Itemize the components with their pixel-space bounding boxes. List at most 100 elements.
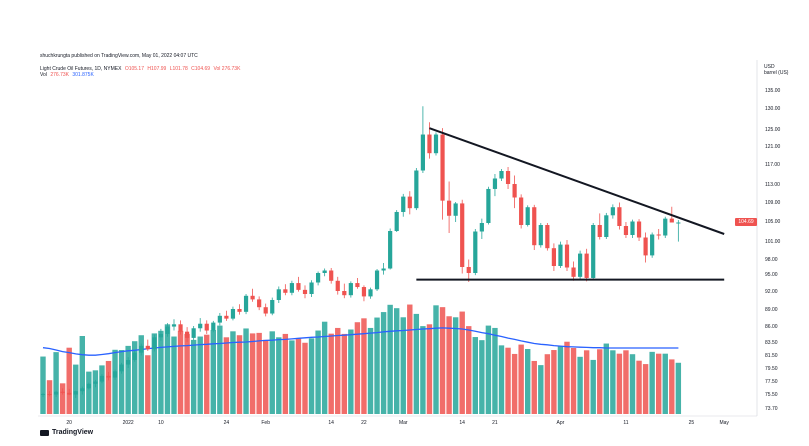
volume-bar	[223, 337, 230, 414]
volume-bar	[184, 333, 190, 414]
volume-bar	[151, 333, 158, 414]
volume-bar	[145, 355, 151, 414]
candle-body	[532, 207, 537, 246]
candle	[440, 128, 445, 220]
price-tick-label: 83.50	[765, 340, 778, 346]
candle	[204, 320, 209, 334]
volume-bar	[73, 364, 79, 414]
last-price-tag: 104.69	[735, 218, 757, 226]
candle	[499, 169, 504, 181]
candle	[433, 132, 439, 156]
candle	[316, 271, 321, 286]
price-tick-label: 121.00	[765, 144, 781, 150]
candle	[571, 261, 576, 281]
volume-bar	[400, 317, 406, 414]
volume-bar	[616, 353, 623, 414]
candle-body	[460, 203, 465, 267]
candle-body	[296, 283, 301, 290]
volume-bar	[92, 370, 99, 414]
volume-bar	[217, 325, 223, 414]
candle	[80, 386, 85, 395]
candle-body	[420, 134, 425, 171]
candle	[591, 223, 596, 281]
candle-body	[414, 170, 419, 209]
candle-body	[558, 244, 563, 266]
volume-bar	[603, 343, 609, 414]
volume-bar	[413, 313, 420, 414]
candle-body	[604, 215, 609, 237]
volume-bar	[210, 330, 216, 414]
volume-bar	[321, 321, 328, 414]
volume-bar	[531, 360, 537, 414]
time-tick-label: 21	[492, 420, 498, 426]
time-tick-label: 14	[459, 420, 465, 426]
volume-bar	[439, 307, 446, 414]
volume-bar	[125, 345, 131, 414]
candle-body	[67, 392, 72, 395]
candle	[597, 213, 602, 240]
ohlc-low: L101.78	[169, 66, 188, 72]
descending-resistance-trendline	[429, 127, 725, 235]
candle-body	[165, 326, 170, 334]
volume-bar	[66, 347, 72, 414]
candle	[532, 204, 537, 250]
candle-body	[302, 289, 308, 294]
candle	[650, 232, 655, 258]
time-tick-label: 10	[158, 420, 164, 426]
price-tick-label: 89.00	[765, 307, 778, 313]
time-tick-label: Apr	[557, 420, 565, 426]
candle	[466, 259, 471, 282]
candle-body	[270, 300, 275, 314]
volume-bar	[590, 359, 596, 414]
candle-body	[152, 337, 157, 350]
candle-body	[119, 364, 124, 372]
candle	[263, 303, 268, 317]
candle	[309, 280, 314, 297]
candle-body	[99, 375, 105, 382]
candle-body	[86, 383, 91, 389]
candle	[630, 219, 635, 238]
volume-bar	[276, 337, 282, 414]
volume-bar	[269, 331, 275, 414]
candle-body	[466, 267, 471, 273]
candle-body	[584, 253, 589, 278]
volume-bar	[538, 365, 544, 414]
volume-bar	[479, 340, 485, 414]
candle	[99, 374, 105, 384]
candle	[243, 294, 249, 315]
volume-value: 276.73K	[50, 72, 69, 78]
candle	[217, 312, 222, 326]
candle	[276, 286, 281, 303]
price-tick-label: 113.00	[765, 182, 780, 188]
candle-body	[257, 299, 262, 308]
candle	[211, 320, 216, 333]
volume-bar	[662, 353, 668, 414]
candle-body	[407, 196, 412, 209]
candle	[289, 280, 294, 296]
candle-body	[185, 331, 190, 338]
candle-body	[551, 248, 556, 266]
volume-bar	[656, 353, 662, 414]
volume-bar	[230, 331, 236, 414]
candle	[623, 222, 629, 238]
price-tick-label: 109.00	[765, 200, 781, 206]
candle	[512, 175, 517, 209]
candle-body	[623, 226, 629, 235]
tradingview-logo[interactable]: TradingView	[40, 429, 93, 436]
volume-bar	[466, 326, 472, 414]
price-tick-label: 101.00	[765, 239, 781, 245]
volume-bar	[669, 359, 675, 414]
candle-body	[145, 345, 150, 350]
candle-body	[342, 291, 347, 296]
candle	[178, 320, 183, 335]
candle-body	[381, 268, 386, 271]
candle	[250, 288, 255, 302]
volume-bar	[407, 304, 413, 414]
time-tick-label: 11	[623, 420, 628, 426]
candle	[145, 339, 150, 351]
candle	[270, 297, 275, 316]
volume-bar	[597, 349, 603, 414]
time-axis: 20 2022 10 24 Feb 14 22 Mar 14 21 Apr 11 25 May	[66, 420, 729, 426]
candle-body	[112, 371, 118, 378]
